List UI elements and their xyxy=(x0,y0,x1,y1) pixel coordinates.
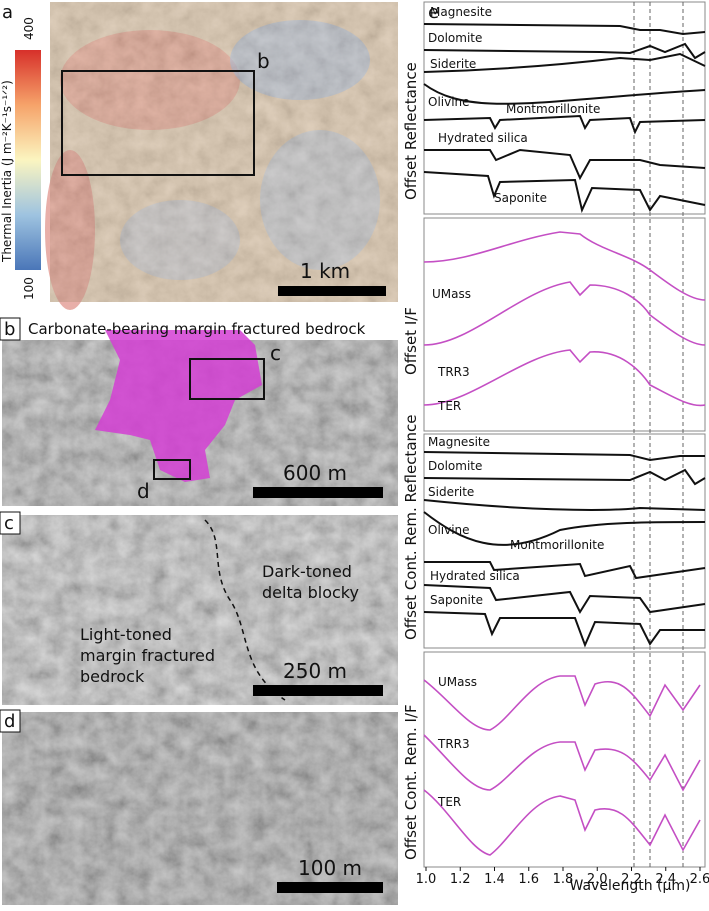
panel-label: d xyxy=(4,711,15,732)
panel-c: Dark-toned delta blocky Light-toned marg… xyxy=(0,511,398,705)
x-tick-label: 1.4 xyxy=(484,872,505,887)
scale-bar xyxy=(278,286,386,296)
panel-b: c d 600 m b Carbonate-bearing margin fra… xyxy=(0,317,398,506)
x-tick-label: 1.6 xyxy=(518,872,539,887)
x-axis-label: Wavelength (μm) xyxy=(570,878,691,894)
colorbar-title: Thermal Inertia (J m⁻²K⁻¹s⁻¹ᐟ²) xyxy=(0,80,14,263)
panel-e: e Offset Reflectance Offset I/F Offset C… xyxy=(402,1,709,894)
panel-label: b xyxy=(4,319,15,340)
unit-label: Dark-toned xyxy=(262,562,352,581)
sample-label: UMass xyxy=(432,287,471,301)
mineral-label: Siderite xyxy=(428,485,474,499)
sample-label: TRR3 xyxy=(437,365,470,379)
carbonate-map xyxy=(95,330,262,482)
unit-label: Light-toned xyxy=(80,625,172,644)
mineral-label: Montmorillonite xyxy=(506,102,600,116)
x-tick-label: 1.8 xyxy=(553,872,574,887)
x-tick-label: 2.0 xyxy=(587,872,608,887)
panel-d: 100 m d xyxy=(0,709,398,905)
mineral-label: Olivine xyxy=(428,523,470,537)
unit-label: margin fractured xyxy=(80,646,215,665)
panel-label: c xyxy=(4,513,14,534)
colorbar-max: 400 xyxy=(22,17,36,40)
box-label: b xyxy=(257,49,270,73)
mineral-label: Magnesite xyxy=(430,5,492,19)
sample-label: TER xyxy=(437,399,461,413)
y-axis-label: Offset Reflectance xyxy=(402,62,420,200)
panel-a: b 1 km Thermal Inertia (J m⁻²K⁻¹s⁻¹ᐟ²) 4… xyxy=(0,2,398,310)
colorbar xyxy=(15,50,41,270)
mineral-label: Dolomite xyxy=(428,31,482,45)
mineral-label: Montmorillonite xyxy=(510,538,604,552)
scale-label: 250 m xyxy=(283,659,347,683)
mineral-label: Hydrated silica xyxy=(438,131,528,145)
scale-label: 1 km xyxy=(300,259,350,283)
mineral-label: Saponite xyxy=(430,593,483,607)
scale-label: 100 m xyxy=(298,856,362,880)
y-axis-label: Offset Cont. Rem. I/F xyxy=(402,704,420,860)
inset-box xyxy=(61,70,255,176)
y-axis-label: Offset Cont. Rem. Reflectance xyxy=(402,415,420,641)
mineral-label: Hydrated silica xyxy=(430,569,520,583)
x-tick-label: 1.2 xyxy=(450,872,471,887)
x-tick-label: 2.2 xyxy=(621,872,642,887)
box-label: d xyxy=(137,479,150,503)
box-label: c xyxy=(270,341,281,365)
x-tick-label: 1.0 xyxy=(416,872,437,887)
sample-label: TRR3 xyxy=(437,737,470,751)
mineral-label: Dolomite xyxy=(428,459,482,473)
x-tick-label: 2.6 xyxy=(690,872,709,887)
panel-label: e xyxy=(428,2,439,23)
mineral-label: Saponite xyxy=(494,191,547,205)
mineral-label: Olivine xyxy=(428,95,470,109)
mineral-label: Magnesite xyxy=(428,435,490,449)
panel-title: Carbonate-bearing margin fractured bedro… xyxy=(28,320,366,338)
colorbar-min: 100 xyxy=(22,277,36,300)
scale-label: 600 m xyxy=(283,461,347,485)
sample-label: UMass xyxy=(438,675,477,689)
panel-label: a xyxy=(2,2,13,23)
unit-label: delta blocky xyxy=(262,583,359,602)
x-tick-label: 2.4 xyxy=(655,872,676,887)
mineral-label: Siderite xyxy=(430,57,476,71)
unit-label: bedrock xyxy=(80,667,145,686)
y-axis-label: Offset I/F xyxy=(402,307,420,375)
sample-label: TER xyxy=(437,795,461,809)
